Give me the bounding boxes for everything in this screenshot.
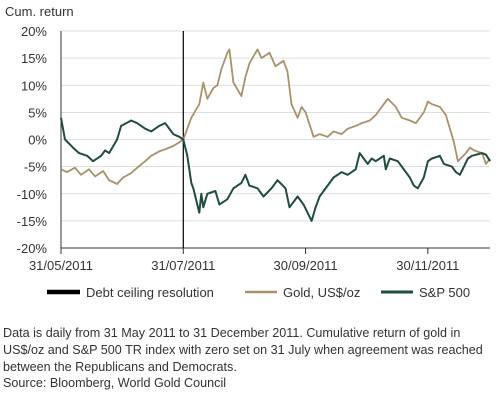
x-tick-label: 30/11/2011 [396, 258, 459, 273]
tick-labels: 20% 15% 10% 5% 0% -5% -10% -15% -20% 31/05/2011 31… [17, 24, 460, 273]
y-tick-label: 20% [21, 24, 47, 39]
x-tick-label: 30/09/2011 [274, 258, 338, 273]
y-tick-label: -10% [17, 187, 48, 202]
y-tick-label: 15% [21, 51, 47, 66]
chart: Cum. return 20% 15% 10% 5% 0% -5% -10% -15% -20%… [5, 4, 491, 300]
legend-label-gold: Gold, US$/oz [283, 285, 360, 300]
gold-series-line [60, 48, 491, 185]
footnote-text: Data is daily from 31 May 2011 to 31 Dec… [3, 326, 483, 374]
source-text: Source: Bloomberg, World Gold Council [3, 376, 227, 390]
x-tick-label: 31/07/2011 [151, 258, 215, 273]
y-axis-title: Cum. return [5, 4, 74, 19]
y-tick-label: -5% [24, 160, 48, 175]
axes [60, 31, 490, 254]
series-lines [60, 48, 491, 222]
y-tick-label: 0% [28, 133, 47, 148]
grid-lines [61, 30, 490, 249]
legend: Debt ceiling resolution Gold, US$/oz S&P 5… [47, 285, 470, 300]
legend-label-sp500: S&P 500 [419, 285, 470, 300]
x-tick-label: 31/05/2011 [29, 258, 93, 273]
y-tick-label: 10% [21, 78, 47, 93]
y-tick-label: -20% [17, 241, 48, 256]
y-tick-label: 5% [28, 105, 47, 120]
y-tick-label: -15% [17, 214, 48, 229]
legend-label-debt-ceiling: Debt ceiling resolution [86, 285, 214, 300]
sp500-series-line [60, 117, 491, 222]
